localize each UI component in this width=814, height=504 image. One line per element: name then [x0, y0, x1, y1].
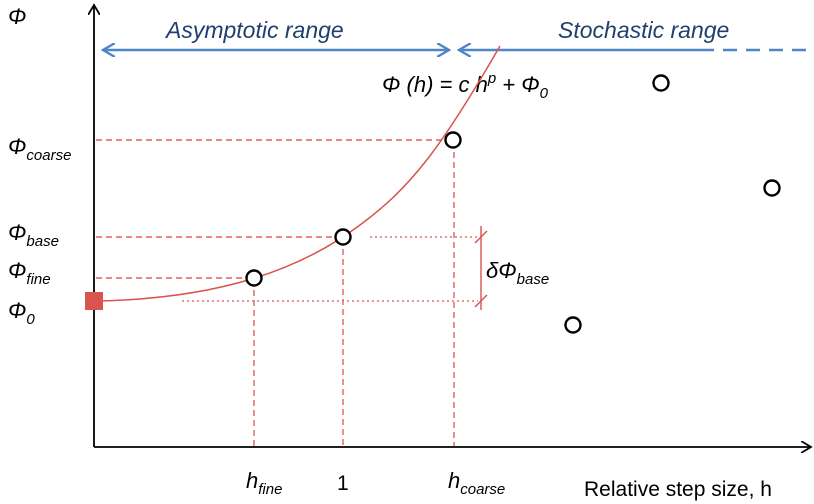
- formula-tail-sub: 0: [540, 85, 549, 102]
- point-stochastic-2: [763, 179, 781, 197]
- x-axis-label: Relative step size, h: [584, 478, 772, 501]
- label-phi-zero: Φ0: [8, 298, 35, 328]
- phi-zero-marker: [85, 292, 103, 310]
- formula-exponent: p: [487, 70, 496, 87]
- formula-main: Φ (h) = c h: [382, 72, 488, 97]
- delta-bracket-top-tick: [474, 230, 488, 244]
- label-phi-base: Φbase: [8, 220, 59, 250]
- point-base: [334, 228, 352, 246]
- label-phi-fine: Φfine: [8, 258, 51, 288]
- asymptotic-range-label: Asymptotic range: [164, 17, 344, 43]
- formula: Φ (h) = c hp + Φ0: [382, 70, 549, 102]
- point-fine: [245, 269, 263, 287]
- y-axis-symbol: Φ: [8, 4, 26, 29]
- formula-tail: + Φ: [496, 72, 539, 97]
- label-phi-coarse: Φcoarse: [8, 134, 71, 164]
- point-stochastic-1: [652, 74, 670, 92]
- label-h-coarse: hcoarse: [448, 468, 505, 498]
- delta-bracket-bottom-tick: [474, 294, 488, 308]
- label-delta-phi-base: δΦbase: [486, 258, 549, 288]
- label-h-one: 1: [337, 472, 349, 495]
- label-h-fine: hfine: [246, 468, 282, 498]
- fitted-curve: [99, 45, 501, 302]
- point-stochastic-3: [564, 316, 582, 334]
- stochastic-range-label: Stochastic range: [558, 17, 729, 43]
- point-coarse: [444, 131, 462, 149]
